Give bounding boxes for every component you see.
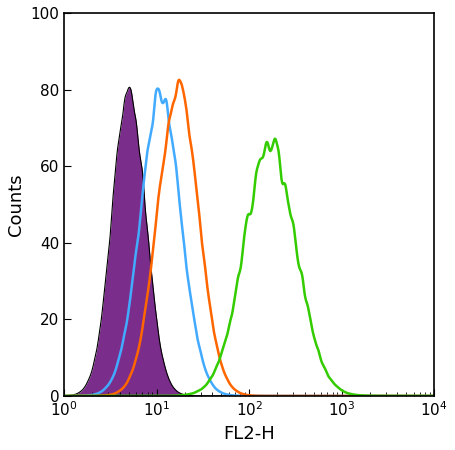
X-axis label: FL2-H: FL2-H [223,425,275,443]
Y-axis label: Counts: Counts [7,173,25,236]
